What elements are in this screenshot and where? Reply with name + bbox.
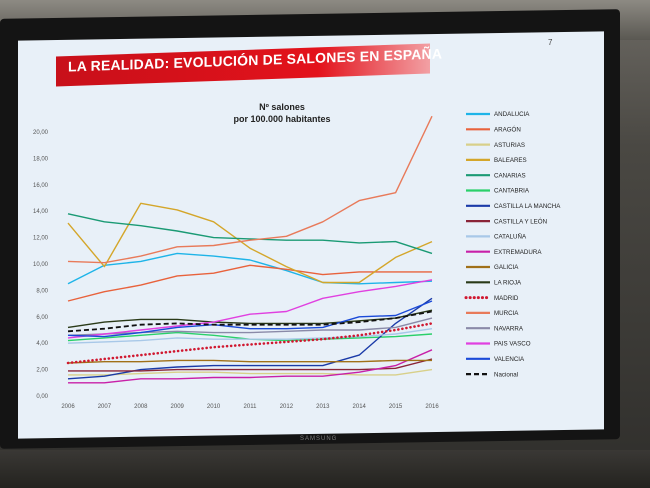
- y-tick-label: 14,00: [33, 209, 49, 215]
- legend-label: NAVARRA: [494, 325, 524, 332]
- x-tick-label: 2009: [171, 404, 185, 410]
- legend-label: CASTILLA LA MANCHA: [494, 203, 561, 210]
- series-line: [68, 349, 433, 384]
- legend-label: GALICIA: [494, 264, 519, 271]
- y-tick-label: 2,00: [36, 368, 48, 374]
- series-line: [67, 359, 432, 364]
- x-tick-label: 2011: [244, 404, 258, 410]
- y-tick-label: 12,00: [33, 236, 49, 242]
- y-tick-label: 10,00: [33, 262, 49, 268]
- legend-label: BALEARES: [494, 157, 527, 164]
- y-tick-label: 4,00: [36, 341, 48, 347]
- series-line: [68, 368, 433, 376]
- legend-label: ANDALUCIA: [494, 111, 530, 118]
- legend-label: CATALUÑA: [494, 234, 527, 241]
- x-tick-label: 2012: [280, 404, 294, 410]
- chart-subtitle: por 100.000 habitantes: [233, 114, 330, 124]
- legend-label: Nacional: [494, 371, 518, 378]
- series-line: [67, 115, 433, 264]
- y-tick-label: 18,00: [33, 156, 49, 162]
- series-lines: [66, 115, 434, 384]
- y-tick-label: 0,00: [36, 394, 48, 400]
- legend-label: EXTREMADURA: [494, 249, 542, 256]
- x-tick-label: 2016: [425, 404, 439, 410]
- x-tick-label: 2007: [98, 404, 112, 410]
- y-tick-label: 20,00: [33, 130, 49, 136]
- series-line: [67, 213, 433, 255]
- legend-label: CANARIAS: [494, 172, 526, 179]
- y-tick-label: 8,00: [36, 288, 48, 294]
- legend: ANDALUCIA ARAGÓN ASTURIAS BALEARES CANARIAS C…: [464, 111, 561, 378]
- x-tick-label: 2006: [61, 404, 75, 410]
- legend-label: LA RIOJA: [494, 280, 522, 287]
- slide-number: 7: [548, 38, 553, 47]
- legend-label: VALENCIA: [494, 356, 525, 363]
- series-line: [68, 358, 433, 372]
- series-line: [67, 297, 433, 380]
- x-tick-label: 2014: [353, 404, 367, 410]
- foreground-floor: [0, 450, 650, 488]
- series-line: [67, 300, 433, 338]
- y-tick-label: 16,00: [33, 183, 49, 189]
- series-line: [67, 279, 433, 339]
- x-tick-label: 2010: [207, 404, 221, 410]
- series-line: [67, 328, 433, 344]
- series-line: [67, 252, 433, 285]
- series-line: [66, 322, 434, 365]
- series-line: [67, 317, 433, 336]
- x-axis: 2006 2007 2008 2009 2010 2011 2012 2013 2014 2015…: [61, 404, 439, 410]
- legend-label: PAIS VASCO: [494, 341, 531, 348]
- y-tick-label: 6,00: [36, 315, 48, 321]
- legend-label: CANTABRIA: [494, 188, 530, 195]
- legend-label: ARAGÓN: [494, 127, 521, 134]
- legend-label: MADRID: [494, 295, 519, 302]
- legend-label: ASTURIAS: [494, 142, 525, 149]
- series-line: [67, 310, 433, 333]
- legend-label: CASTILLA Y LEÓN: [494, 218, 547, 225]
- x-tick-label: 2008: [134, 404, 148, 410]
- chart-title: Nº salones: [259, 102, 305, 112]
- x-tick-label: 2013: [316, 404, 330, 410]
- series-line: [67, 309, 433, 329]
- x-tick-label: 2015: [389, 404, 403, 410]
- tv-brand-logo: SAMSUNG: [300, 436, 338, 442]
- series-line: [67, 264, 432, 302]
- legend-label: MURCIA: [494, 310, 519, 317]
- y-axis: 0,00 2,00 4,00 6,00 8,00 10,00 12,00 14,00 16,00…: [33, 130, 49, 400]
